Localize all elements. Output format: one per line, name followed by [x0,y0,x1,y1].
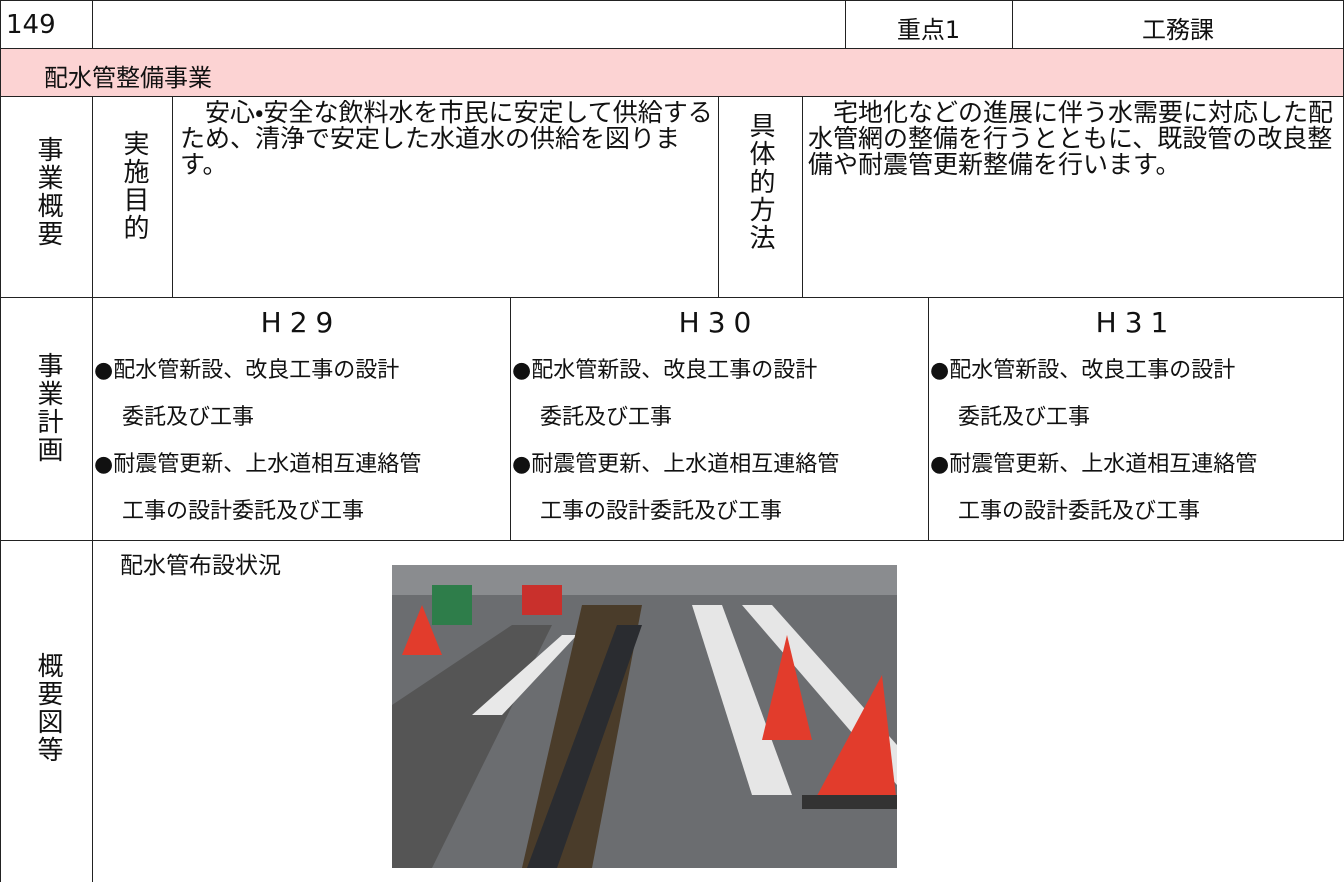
rule [1012,0,1013,48]
method-text: 宅地化などの進展に伴う水需要に対応した配水管網の整備を行うとともに、既設管の改良… [808,98,1334,179]
plan-line: ●配水管新設、改良工事の設計 [512,358,818,383]
year-header: H30 [678,306,760,339]
rule [92,0,93,48]
rule [0,0,1344,1]
plan-line: 委託及び工事 [122,405,255,430]
rule [718,96,719,297]
figure-caption: 配水管布設状況 [120,553,281,579]
title-band [0,48,1344,96]
plan-line: ●耐震管更新、上水道相互連絡管 [930,452,1258,477]
plan-line: ●配水管新設、改良工事の設計 [94,358,400,383]
method-label: 具体的方法 [745,112,775,252]
rule [510,297,511,540]
plan-line: 工事の設計委託及び工事 [122,499,365,524]
rule [0,48,1344,49]
purpose-label: 実施目的 [119,130,149,242]
department: 工務課 [1142,16,1214,44]
rule [928,297,929,540]
plan-line: ●耐震管更新、上水道相互連絡管 [512,452,840,477]
year-header: H31 [1095,306,1177,339]
rule [172,96,173,297]
rule [92,96,93,882]
plan-line: ●配水管新設、改良工事の設計 [930,358,1236,383]
row-label: 事業計画 [33,352,63,464]
rule [802,96,803,297]
plan-line: 工事の設計委託及び工事 [540,499,783,524]
plan-line: 委託及び工事 [958,405,1091,430]
rule [0,96,1344,97]
priority: 重点1 [896,16,961,44]
plan-line: ●耐震管更新、上水道相互連絡管 [94,452,422,477]
rule [845,0,846,48]
rule [0,0,1,882]
row-label: 事業概要 [33,136,63,248]
project-title: 配水管整備事業 [44,64,212,92]
plan-line: 委託及び工事 [540,405,673,430]
plan-line: 工事の設計委託及び工事 [958,499,1201,524]
rule [0,540,1344,541]
year-header: H29 [260,306,342,339]
project-number: 149 [6,10,56,40]
photo [392,565,897,868]
purpose-text: 安心・安全な飲料水を市民に安定して供給するため、清浄で安定した水道水の供給を図り… [180,98,713,179]
rule [0,297,1344,298]
row-label: 概要図等 [33,652,63,764]
